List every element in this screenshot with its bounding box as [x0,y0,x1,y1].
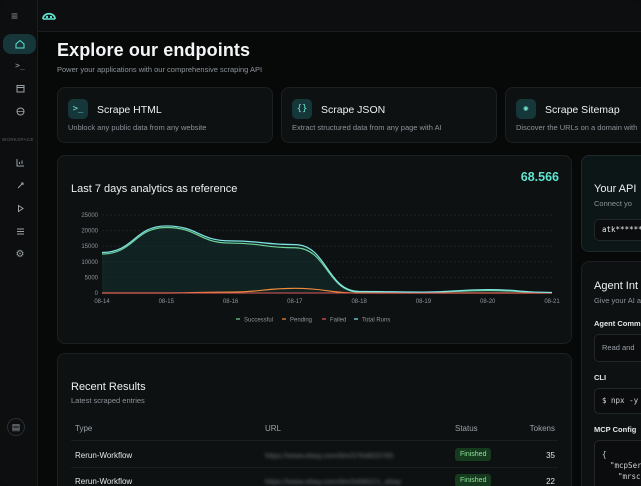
row-tokens: 35 [546,451,555,460]
sidebar-section-label: WORKSPACE [2,137,34,142]
row-url[interactable]: https://www.ebay.com/itm/3764820765 [265,451,394,460]
y-tick-label: 20000 [81,229,98,235]
endpoint-title: Scrape HTML [97,104,162,116]
play-icon [17,204,24,212]
spider-icon: ✺ [516,99,536,119]
terminal-icon: >_ [68,99,88,119]
agent-integration-card: Agent Int Give your AI a Agent Comm Read… [581,261,641,486]
agent-command-field[interactable]: Read and [594,334,641,362]
page-subtitle: Power your applications with our compreh… [57,65,263,74]
endpoint-title: Scrape Sitemap [545,104,620,116]
calendar-icon [16,84,24,92]
sidebar-item-globe[interactable] [5,101,35,121]
sidebar-item-analytics[interactable] [5,152,35,172]
logo-icon [42,12,56,20]
results-subtitle: Latest scraped entries [71,396,145,405]
mcp-line: "mrsc [618,472,641,481]
analytics-card: Last 7 days analytics as reference 68.56… [57,155,572,344]
rocket-icon [17,182,23,188]
endpoint-desc: Discover the URLs on a domain with [516,123,638,132]
series-line-successful [101,226,553,294]
menu-icon[interactable]: ≡ [11,9,19,23]
sidebar: ≡ >_ WORKSPACE ⚙ ▤ [0,0,38,486]
legend-label: Pending [290,318,312,324]
endpoint-card-scrape-sitemap[interactable]: ✺ Scrape Sitemap Discover the URLs on a … [505,87,641,143]
api-subtitle: Connect yo [594,199,632,208]
analytics-total-value: 68.566 [520,170,559,184]
cli-command-field[interactable]: $ npx -y [594,388,641,414]
y-tick-label: 15000 [81,244,98,250]
column-header-url[interactable]: URL [265,424,282,433]
sidebar-item-deploy[interactable] [5,175,35,195]
endpoint-card-scrape-html[interactable]: >_ Scrape HTML Unblock any public data f… [57,87,273,143]
mcp-config-field[interactable]: { "mcpServ "mrsc [594,440,641,486]
home-icon [15,39,24,49]
agent-title: Agent Int [594,280,639,292]
agent-command-label: Agent Comm [594,319,641,328]
sidebar-item-list[interactable] [5,221,35,241]
agent-subtitle: Give your AI a [594,296,641,305]
x-tick-label: 08-19 [416,299,432,305]
braces-icon: {} [292,99,312,119]
legend-label: Total Runs [362,318,390,324]
analytics-chart: 25000 20000 15000 10000 5000 0 08-14 08-15 08-16… [81,213,560,324]
endpoint-title: Scrape JSON [321,104,386,116]
area-total-runs [102,225,552,293]
legend-label: Failed [330,318,346,324]
y-tick-label: 25000 [81,213,98,219]
top-bar [0,0,641,32]
terminal-icon: >_ [15,60,25,70]
x-tick-label: 08-18 [351,299,367,305]
chart-icon [16,158,24,166]
status-badge: Finished [455,448,492,461]
column-header-type[interactable]: Type [75,424,93,433]
table-divider [71,467,558,468]
mcp-line: "mcpServ [610,461,641,470]
endpoint-card-scrape-json[interactable]: {} Scrape JSON Extract structured data f… [281,87,497,143]
series-line-total-runs [101,225,553,294]
row-tokens: 22 [546,477,555,486]
sidebar-item-terminal[interactable]: >_ [5,55,35,75]
x-tick-label: 08-17 [287,299,303,305]
sidebar-item-run[interactable] [5,198,35,218]
legend-label: Successful [244,318,273,324]
api-key-field[interactable]: atk********* [594,219,641,241]
row-type: Rerun-Workflow [75,477,133,486]
mcp-line: { [602,450,607,459]
x-tick-label: 08-20 [480,299,496,305]
y-tick-label: 10000 [81,260,98,266]
status-badge: Finished [455,474,492,486]
results-title: Recent Results [71,381,146,393]
api-key-card: Your API Connect yo atk********* [581,155,641,252]
page-title: Explore our endpoints [57,40,251,60]
table-divider [71,440,558,441]
x-tick-label: 08-16 [223,299,239,305]
account-button[interactable]: ▤ [7,418,25,436]
endpoint-desc: Unblock any public data from any website [68,123,207,132]
cli-label: CLI [594,373,607,382]
x-tick-label: 08-21 [544,299,560,305]
sidebar-item-settings[interactable]: ⚙ [5,244,35,264]
api-title: Your API [594,183,637,195]
document-icon: ▤ [11,421,21,432]
gear-icon: ⚙ [15,248,25,260]
analytics-title: Last 7 days analytics as reference [71,183,238,195]
sidebar-item-calendar[interactable] [5,78,35,98]
x-tick-label: 08-14 [94,299,110,305]
row-url[interactable]: https://www.ebay.com/itm/3498221_ebay [265,477,402,486]
list-icon [16,228,24,234]
mcp-config-label: MCP Config [594,425,637,434]
endpoint-desc: Extract structured data from any page wi… [292,123,442,132]
recent-results-card: Recent Results Latest scraped entries Ty… [57,353,572,486]
column-header-tokens[interactable]: Tokens [529,424,555,433]
y-tick-label: 5000 [85,275,99,281]
column-header-status[interactable]: Status [455,424,478,433]
sidebar-item-home[interactable] [3,34,36,54]
y-tick-label: 0 [95,291,99,297]
row-type: Rerun-Workflow [75,451,133,460]
x-tick-label: 08-15 [159,299,175,305]
globe-icon [16,107,24,115]
